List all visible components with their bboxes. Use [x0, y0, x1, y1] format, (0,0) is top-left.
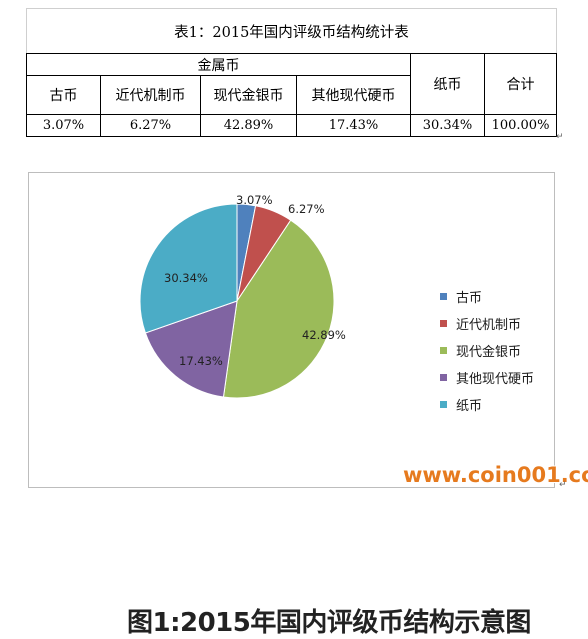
pie-data-label: 17.43% — [179, 354, 223, 368]
pie-data-label: 6.27% — [288, 202, 325, 216]
legend-swatch — [440, 400, 447, 408]
site-watermark: www.coin001.com — [403, 463, 588, 487]
legend-item: 近代机制币 — [440, 314, 522, 333]
legend-swatch — [440, 319, 447, 327]
table-header-cell: 近代机制币 — [100, 75, 201, 115]
table-value-cell: 100.00% — [484, 114, 557, 137]
pie-slice — [139, 203, 238, 334]
pie-data-label: 30.34% — [164, 271, 208, 285]
table-value-cell: 42.89% — [200, 114, 297, 137]
paragraph-mark-icon: ↵ — [556, 132, 564, 142]
table-value-cell: 17.43% — [296, 114, 411, 137]
legend-label: 近代机制币 — [456, 317, 522, 333]
pie-data-label: 42.89% — [302, 328, 346, 342]
legend-item: 现代金银币 — [440, 341, 522, 360]
legend-label: 古币 — [456, 290, 483, 306]
legend-item: 纸币 — [440, 395, 483, 414]
legend-swatch — [440, 292, 447, 300]
paragraph-mark-icon: ↵ — [559, 480, 567, 490]
legend-item: 其他现代硬币 — [440, 368, 535, 387]
table-header-cell: 其他现代硬币 — [296, 75, 411, 115]
table-value-cell: 6.27% — [100, 114, 201, 137]
pie-data-label: 3.07% — [236, 193, 273, 207]
legend-swatch — [440, 346, 447, 354]
chart-caption: 图1:2015年国内评级币结构示意图 — [127, 608, 531, 638]
table-value-cell: 3.07% — [26, 114, 101, 137]
table-value-cell: 30.34% — [410, 114, 485, 137]
table-group-header: 金属币 — [26, 53, 411, 76]
legend-label: 现代金银币 — [456, 344, 522, 360]
legend-item: 古币 — [440, 287, 483, 306]
table-title: 表1：2015年国内评级币结构统计表 — [26, 8, 557, 54]
statistics-table: 表1：2015年国内评级币结构统计表 金属币 纸币 合计 古币 近代机制币 现代… — [26, 8, 557, 137]
pie-chart: 3.07% 6.27% 42.89% 17.43% 30.34% — [139, 193, 346, 399]
legend-swatch — [440, 373, 447, 381]
table-header-cell: 纸币 — [410, 53, 485, 115]
table-header-cell: 合计 — [484, 53, 557, 115]
table-header-cell: 古币 — [26, 75, 101, 115]
table-header-cell: 现代金银币 — [200, 75, 297, 115]
legend-label: 纸币 — [456, 398, 483, 414]
legend-label: 其他现代硬币 — [456, 371, 535, 387]
pie-slice — [222, 219, 335, 399]
